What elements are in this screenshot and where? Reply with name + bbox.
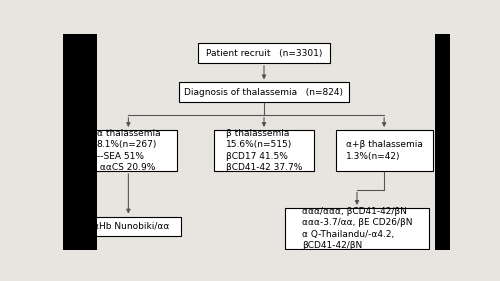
FancyBboxPatch shape <box>179 82 349 102</box>
Text: β thalassemia
15.6%(n=515)
βCD17 41.5%
βCD41-42 37.7%: β thalassemia 15.6%(n=515) βCD17 41.5% β… <box>226 129 302 172</box>
Text: Diagnosis of thalassemia   (n=824): Diagnosis of thalassemia (n=824) <box>184 88 344 97</box>
Text: ααα/ααα, βCD41-42/βN
ααα-3.7/αα, βE CD26/βN
α Q-Thailandu/-α4.2,
βCD41-42/βN: ααα/ααα, βCD41-42/βN ααα-3.7/αα, βE CD26… <box>302 207 412 250</box>
FancyBboxPatch shape <box>214 130 314 171</box>
Bar <box>434 34 450 250</box>
FancyBboxPatch shape <box>286 208 428 249</box>
Text: Patient recruit   (n=3301): Patient recruit (n=3301) <box>206 49 322 58</box>
FancyBboxPatch shape <box>336 130 432 171</box>
FancyBboxPatch shape <box>80 130 177 171</box>
Text: α+β thalassemia
1.3%(n=42): α+β thalassemia 1.3%(n=42) <box>346 140 422 161</box>
Bar <box>62 34 98 250</box>
Text: α thalassemia
8.1%(n=267)
--SEA 51%
 ααCS 20.9%: α thalassemia 8.1%(n=267) --SEA 51% ααCS… <box>96 129 160 172</box>
Text: ααHb Nunobiki/αα: ααHb Nunobiki/αα <box>87 222 170 231</box>
FancyBboxPatch shape <box>76 217 180 236</box>
FancyBboxPatch shape <box>198 44 330 63</box>
